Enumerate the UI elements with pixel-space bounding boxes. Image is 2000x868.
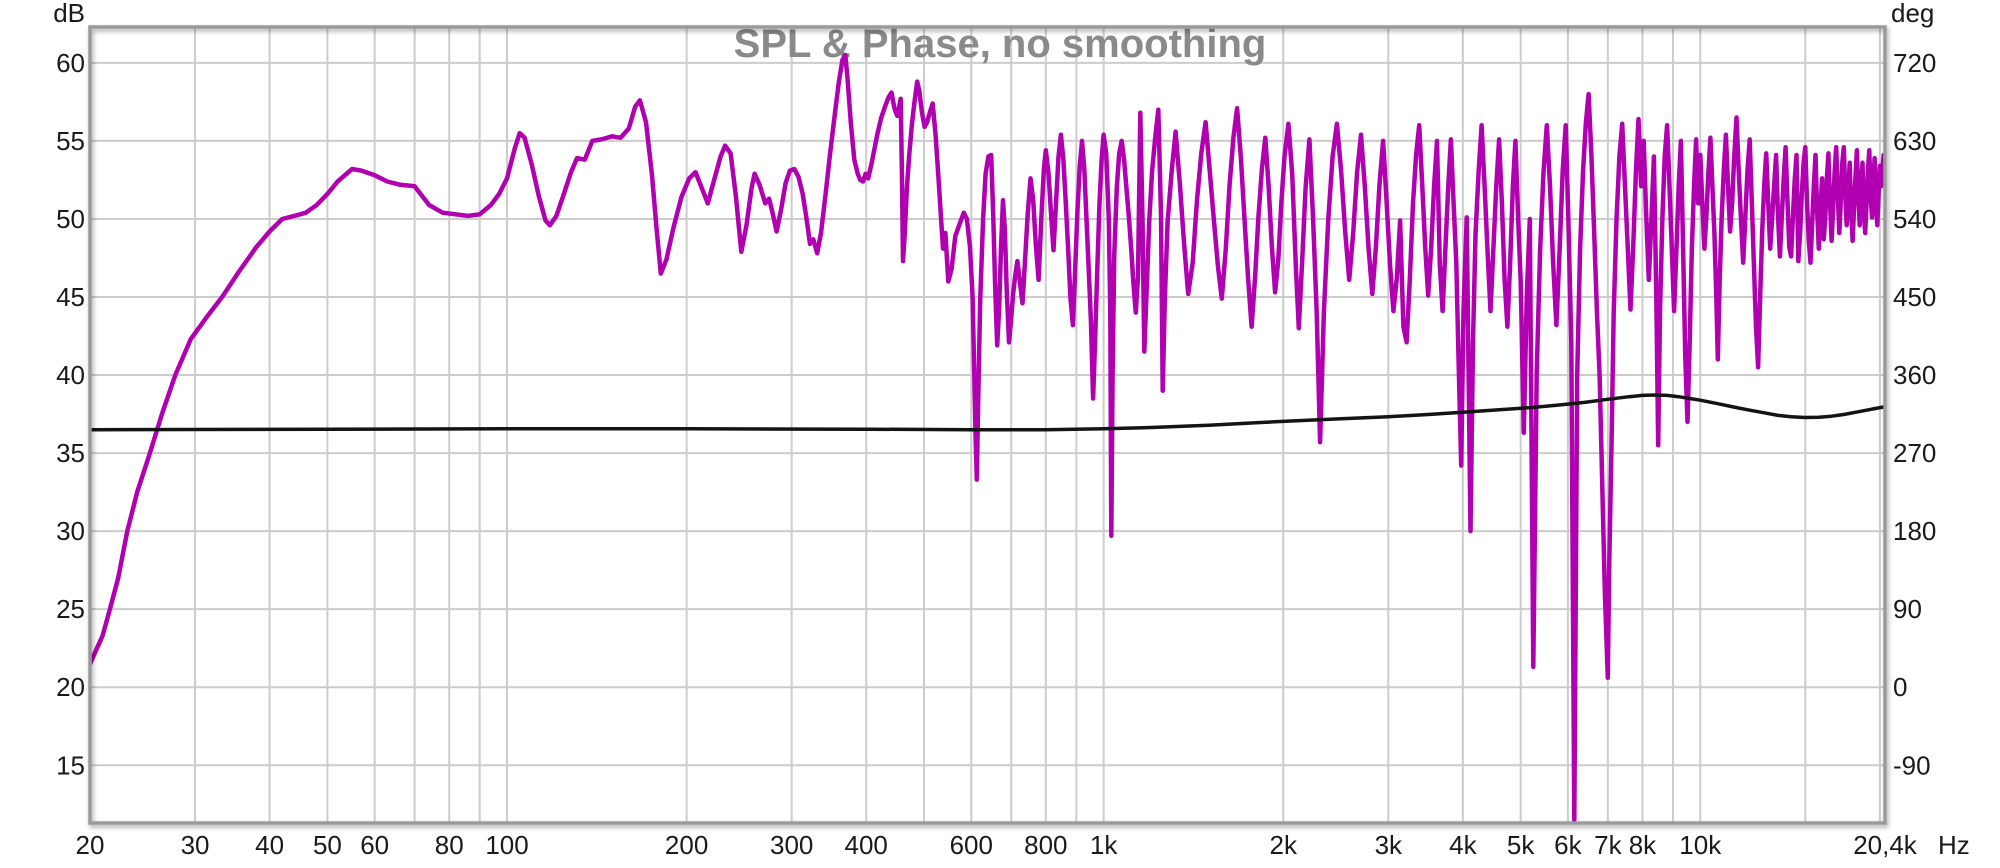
right-axis-unit-label: deg — [1891, 0, 1934, 28]
left-axis-unit-label: dB — [53, 0, 85, 28]
y-left-tick-label: 15 — [56, 750, 85, 780]
y-right-tick-label: 270 — [1893, 438, 1936, 468]
spl-curve — [90, 52, 1885, 823]
x-tick-label: 50 — [313, 830, 342, 860]
x-tick-label: 20,4k — [1853, 830, 1918, 860]
y-right-tick-label: 720 — [1893, 48, 1936, 78]
y-left-tick-label: 55 — [56, 126, 85, 156]
y-left-tick-label: 30 — [56, 516, 85, 546]
y-left-tick-label: 35 — [56, 438, 85, 468]
x-tick-label: 3k — [1375, 830, 1403, 860]
chart-title: SPL & Phase, no smoothing — [734, 22, 1267, 66]
y-right-tick-labels: 720 630 540 450 360 270 180 90 0 -90 — [1893, 48, 1936, 780]
y-right-tick-label: 180 — [1893, 516, 1936, 546]
x-tick-label: 60 — [360, 830, 389, 860]
gridlines — [90, 27, 1885, 823]
x-tick-label: 20 — [76, 830, 105, 860]
y-right-tick-label: 90 — [1893, 594, 1922, 624]
y-right-tick-label: 450 — [1893, 282, 1936, 312]
x-tick-label: 7k — [1594, 830, 1622, 860]
y-right-tick-label: 360 — [1893, 360, 1936, 390]
y-left-tick-label: 20 — [56, 672, 85, 702]
x-tick-label: 10k — [1679, 830, 1722, 860]
x-tick-label: 5k — [1507, 830, 1535, 860]
y-right-tick-label: 630 — [1893, 126, 1936, 156]
x-tick-label: 6k — [1554, 830, 1582, 860]
y-left-tick-label: 50 — [56, 204, 85, 234]
y-right-tick-label: 540 — [1893, 204, 1936, 234]
x-tick-label: 4k — [1449, 830, 1477, 860]
y-left-tick-label: 40 — [56, 360, 85, 390]
x-tick-label: 8k — [1629, 830, 1657, 860]
x-tick-labels: 20 30 40 50 60 80 100 200 300 400 600 800 1k 2k 3k 4k 5k… — [76, 830, 1918, 860]
y-left-tick-label: 25 — [56, 594, 85, 624]
x-tick-label: 400 — [845, 830, 888, 860]
x-tick-label: 300 — [770, 830, 813, 860]
x-axis-unit-label: Hz — [1938, 830, 1970, 860]
x-tick-label: 200 — [665, 830, 708, 860]
plot-frame — [88, 25, 1887, 825]
x-tick-label: 40 — [255, 830, 284, 860]
x-tick-label: 2k — [1270, 830, 1298, 860]
y-right-tick-label: 0 — [1893, 672, 1907, 702]
x-tick-label: 30 — [181, 830, 210, 860]
phase-curve — [90, 393, 1885, 432]
y-left-tick-labels: 60 55 50 45 40 35 30 25 20 15 — [56, 48, 85, 780]
y-left-tick-label: 45 — [56, 282, 85, 312]
x-tick-label: 800 — [1024, 830, 1067, 860]
x-tick-label: 80 — [435, 830, 464, 860]
y-right-tick-label: -90 — [1893, 750, 1931, 780]
x-tick-label: 1k — [1090, 830, 1118, 860]
y-left-tick-label: 60 — [56, 48, 85, 78]
series-group — [90, 52, 1885, 823]
x-tick-label: 100 — [485, 830, 528, 860]
x-tick-label: 600 — [950, 830, 993, 860]
